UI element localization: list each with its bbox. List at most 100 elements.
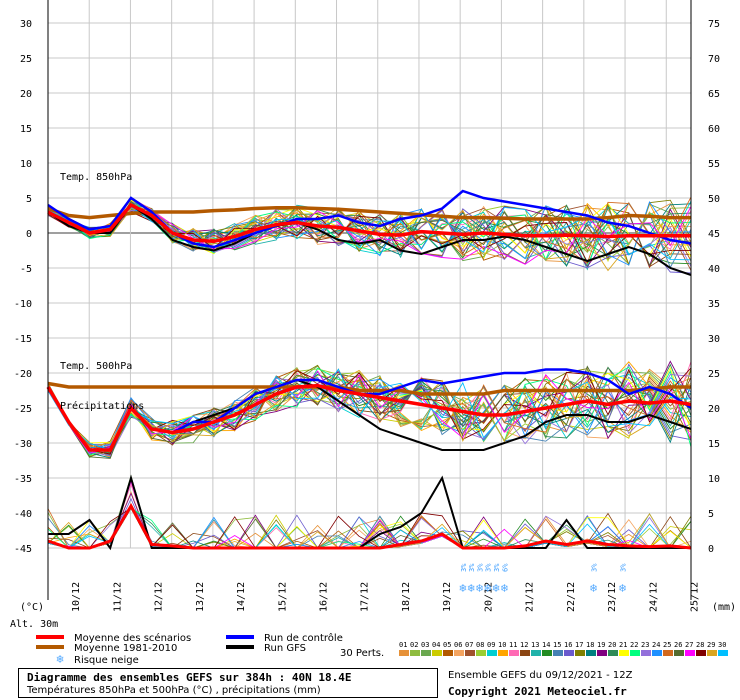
pert-number: 24: [652, 641, 660, 649]
pert-swatch: [685, 650, 695, 656]
pert-number: 18: [586, 641, 594, 649]
section-label-t850: Temp. 850hPa: [60, 172, 132, 183]
pert-number: 02: [410, 641, 418, 649]
x-date-label: 11/12: [112, 582, 123, 612]
pert-number: 21: [619, 641, 627, 649]
right-tick-label: 60: [708, 124, 720, 135]
snowflake-icon: ❄: [459, 581, 466, 595]
x-date-label: 15/12: [277, 582, 288, 612]
snowflake-icon: ❄: [619, 581, 626, 595]
pert-swatch: [608, 650, 618, 656]
pert-number: 01: [399, 641, 407, 649]
snow-pct-label: 6%: [501, 563, 509, 572]
altitude-label: Alt. 30m: [10, 619, 58, 630]
pert-number: 05: [443, 641, 451, 649]
right-tick-label: 15: [708, 439, 720, 450]
pert-swatch: [630, 650, 640, 656]
left-tick-label: 0: [26, 229, 32, 240]
pert-swatch: [619, 650, 629, 656]
pert-number: 07: [465, 641, 473, 649]
section-label-precip: Précipitations: [60, 400, 144, 412]
x-date-label: 18/12: [401, 582, 412, 612]
pert-swatch: [663, 650, 673, 656]
ensemble-mean-line-500: [46, 383, 692, 452]
pert-number: 11: [509, 641, 517, 649]
left-tick-label: -15: [14, 334, 32, 345]
legend-label: Run GFS: [264, 643, 306, 654]
pert-swatch: [575, 650, 585, 656]
left-tick-label: -10: [14, 299, 32, 310]
x-date-label: 19/12: [442, 582, 453, 612]
pert-number: 10: [498, 641, 506, 649]
pert-swatch: [454, 650, 464, 656]
pert-swatch: [586, 650, 596, 656]
left-tick-label: 25: [20, 54, 32, 65]
pert-number: 30: [718, 641, 726, 649]
right-tick-label: 65: [708, 89, 720, 100]
x-date-label: 23/12: [607, 582, 618, 612]
legend-label: Run de contrôle: [264, 632, 343, 644]
left-tick-label: -40: [14, 509, 32, 520]
snowflake-icon: ❄: [476, 581, 483, 595]
pert-swatch: [696, 650, 706, 656]
snowflake-icon: ❄: [468, 581, 475, 595]
pert-number: 22: [630, 641, 638, 649]
left-tick-label: 5: [26, 194, 32, 205]
copyright: Copyright 2021 Meteociel.fr: [448, 685, 627, 698]
pert-number: 03: [421, 641, 429, 649]
snowflake-icon: ❄: [501, 581, 508, 595]
ensemble-mean-line-precip: [47, 502, 692, 550]
pert-swatch: [718, 650, 728, 656]
ensemble-chart: 302520151050-5-10-15-20-25-30-35-40-4575…: [10, 0, 736, 666]
snowflake-icon: ❄: [484, 581, 491, 595]
snow-pct-label: 3%: [485, 563, 493, 572]
x-date-label: 25/12: [689, 582, 700, 612]
right-tick-label: 55: [708, 159, 720, 170]
right-tick-label: 10: [708, 474, 720, 485]
snowflake-icon: ❄: [590, 581, 597, 595]
pert-swatch: [542, 650, 552, 656]
right-tick-label: 25: [708, 369, 720, 380]
pert-swatch: [465, 650, 475, 656]
pert-number: 15: [553, 641, 561, 649]
snow-pct-label: 3%: [468, 563, 476, 572]
pert-swatch: [531, 650, 541, 656]
pert-number: 13: [531, 641, 539, 649]
left-tick-label: -45: [14, 544, 32, 555]
x-date-label: 14/12: [236, 582, 247, 612]
climatology-line-500: [47, 381, 691, 396]
pert-swatch: [476, 650, 486, 656]
right-tick-label: 70: [708, 54, 720, 65]
x-date-label: 16/12: [319, 582, 330, 612]
pert-swatch: [509, 650, 519, 656]
pert-swatch: [498, 650, 508, 656]
left-axis-label: (°C): [20, 602, 44, 613]
right-tick-label: 75: [708, 19, 720, 30]
pert-number: 17: [575, 641, 583, 649]
gfs-run-line-850: [47, 203, 692, 276]
pert-swatch: [487, 650, 497, 656]
right-tick-label: 35: [708, 299, 720, 310]
pert-number: 23: [641, 641, 649, 649]
run-info: Ensemble GEFS du 09/12/2021 - 12Z: [448, 670, 633, 681]
snow-pct-label: 3%: [493, 563, 501, 572]
axes: 302520151050-5-10-15-20-25-30-35-40-4575…: [14, 0, 720, 612]
left-tick-label: -25: [14, 404, 32, 415]
right-tick-label: 30: [708, 334, 720, 345]
pert-number: 27: [685, 641, 693, 649]
footer-subtitle: Températures 850hPa et 500hPa (°C) , pré…: [27, 685, 321, 696]
pert-swatch: [674, 650, 684, 656]
plot-background: [48, 0, 691, 548]
climatology-line-850: [47, 206, 691, 221]
x-date-label: 20/12: [483, 582, 494, 612]
left-tick-label: 10: [20, 159, 32, 170]
x-date-label: 21/12: [525, 582, 536, 612]
pert-number: 20: [608, 641, 616, 649]
pert-number: 26: [674, 641, 682, 649]
pert-number: 06: [454, 641, 462, 649]
snow-pct-label: 3%: [591, 563, 599, 572]
right-tick-label: 0: [708, 544, 714, 555]
snowflake-icon: ❄: [492, 581, 499, 595]
left-tick-label: -35: [14, 474, 32, 485]
snow-markers: 3%❄3%❄3%❄3%❄3%❄6%❄3%❄3%❄: [459, 563, 627, 595]
